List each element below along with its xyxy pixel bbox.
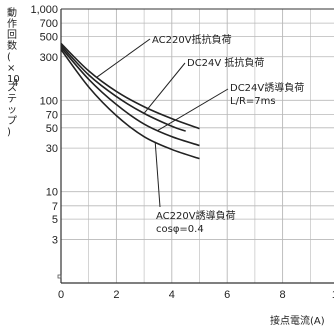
series-line-3 [60, 46, 200, 147]
y-tick-label: 7 [52, 201, 58, 213]
y-tick-label: 3 [52, 234, 58, 246]
leader-line [143, 62, 186, 114]
origin-marker [57, 274, 62, 279]
y-tick-label: 1,000 [30, 4, 58, 16]
leader-line [157, 88, 229, 131]
leader-line [154, 141, 161, 208]
series-label: cosφ=0.4 [156, 224, 204, 235]
x-tick-label: 10 [332, 289, 334, 301]
y-axis-label-char: テ [7, 94, 17, 105]
series-label: AC220V抵抗負荷 [152, 33, 232, 46]
x-tick-label: 8 [280, 289, 286, 301]
tick-labels: 1,000700500300100705030107530246810 [30, 4, 334, 301]
x-tick-label: 4 [169, 289, 175, 301]
y-axis-label-char: 4 [12, 78, 18, 89]
series-line-4 [60, 49, 200, 160]
axes [57, 8, 334, 284]
series-label: AC220V誘導負荷 [156, 209, 236, 222]
y-axis-label-char: ッ [7, 105, 17, 116]
y-axis-label-char: ス [7, 83, 17, 94]
y-axis-label-char: 数 [7, 39, 17, 52]
y-tick-label: 700 [40, 18, 58, 30]
y-axis-label-char: 作 [7, 18, 17, 30]
y-axis-label-char: プ [7, 115, 17, 127]
annotations: AC220V抵抗負荷 DC24V 抵抗負荷 DC24V誘導負荷 L/R=7ms AC22… [96, 33, 304, 235]
leader-line [96, 38, 151, 78]
y-tick-label: 70 [46, 109, 58, 121]
series-label: DC24V 抵抗負荷 [187, 56, 264, 69]
y-tick-label: 30 [46, 143, 58, 155]
y-tick-label: 300 [40, 52, 58, 64]
series-line-2 [60, 44, 186, 132]
y-axis-label-char: 10 [7, 74, 20, 85]
x-axis-label: 接点電流(A) [270, 314, 325, 327]
y-axis-label-char: 動 [7, 6, 17, 19]
series-line-1 [60, 42, 200, 130]
y-axis-label-char: ) [7, 127, 11, 138]
y-tick-label: 5 [52, 214, 58, 226]
grid [61, 8, 334, 283]
y-tick-label: 10 [46, 187, 58, 199]
y-axis-label-char: ( [7, 52, 11, 63]
series-lines [60, 42, 200, 160]
y-axis-label-char: 回 [7, 29, 17, 41]
x-tick-label: 0 [58, 289, 64, 301]
y-axis-label-char: × [7, 63, 15, 74]
y-tick-label: 50 [46, 123, 58, 135]
y-tick-label: 500 [40, 31, 58, 43]
series-label: L/R=7ms [230, 96, 276, 107]
series-label: DC24V誘導負荷 [230, 81, 304, 94]
x-tick-label: 2 [113, 289, 119, 301]
y-tick-label: 100 [40, 95, 58, 107]
x-tick-label: 6 [224, 289, 230, 301]
